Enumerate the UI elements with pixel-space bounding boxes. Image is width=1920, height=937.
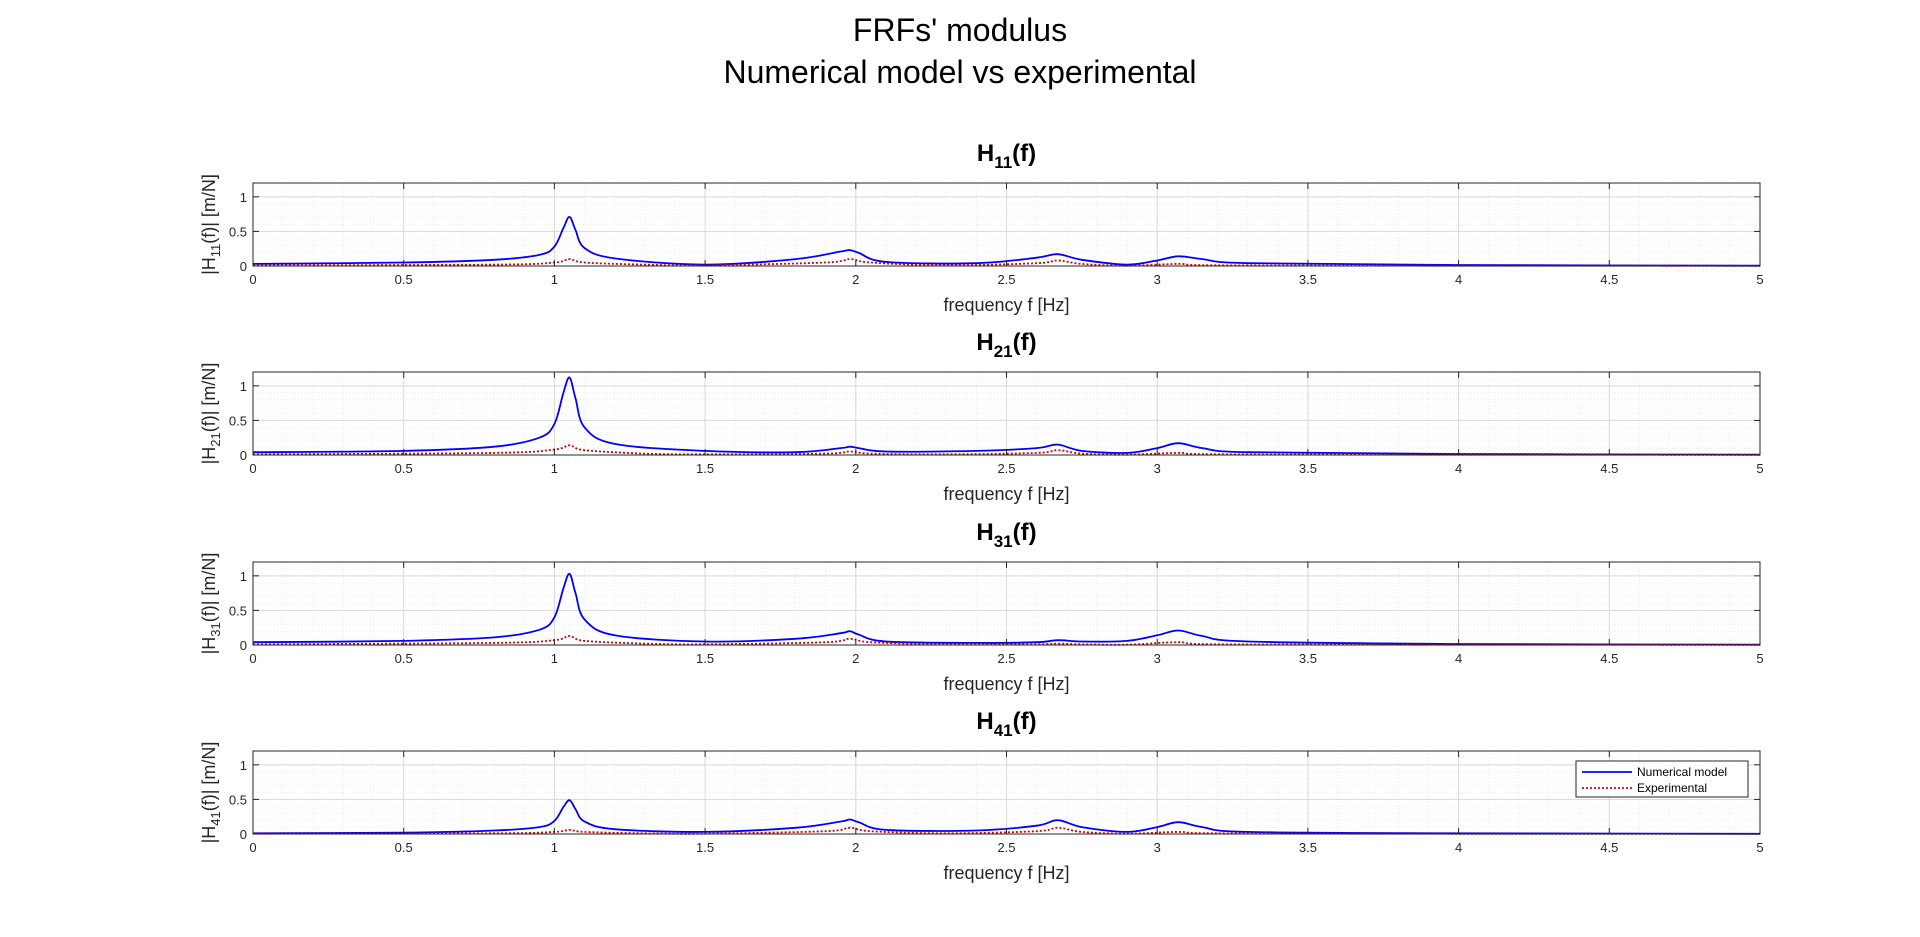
- x-axis-label: frequency f [Hz]: [943, 863, 1069, 883]
- y-tick-label: 0: [240, 448, 247, 463]
- y-tick-label: 0.5: [229, 792, 247, 807]
- x-tick-label: 0: [249, 272, 256, 287]
- subplot-2: 0 0.5 1 1.5 2 2.5 3 3.5 4 4.5 5 0 0.5 1 frequency f [H…: [199, 329, 1764, 504]
- x-tick-label: 4.5: [1600, 651, 1618, 666]
- x-tick-label: 1: [551, 651, 558, 666]
- legend-box: [1575, 760, 1749, 798]
- subplot-4: 0 0.5 1 1.5 2 2.5 3 3.5 4 4.5 5 0 0.5 1 frequency f [H…: [199, 708, 1764, 883]
- x-tick-label: 3: [1154, 840, 1161, 855]
- legend-label-numerical: Numerical model: [1637, 765, 1727, 779]
- x-tick-label: 0.5: [395, 461, 413, 476]
- x-tick-label: 0.5: [395, 272, 413, 287]
- y-tick-label: 0.5: [229, 603, 247, 618]
- x-tick-label: 0: [249, 840, 256, 855]
- series-experimental: [252, 258, 1761, 267]
- series-numerical-model: [252, 376, 1761, 456]
- x-tick-label: 3: [1154, 272, 1161, 287]
- x-tick-label: 1.5: [696, 461, 714, 476]
- x-tick-label: 2: [852, 840, 859, 855]
- figure-title: FRFs' modulus: [852, 12, 1068, 48]
- x-tick-label: 4.5: [1600, 461, 1618, 476]
- x-tick-label: 2.5: [997, 272, 1015, 287]
- x-tick-label: 3.5: [1299, 840, 1317, 855]
- y-tick-label: 0.5: [229, 224, 247, 239]
- y-tick-label: 0.5: [229, 413, 247, 428]
- x-tick-label: 1: [551, 840, 558, 855]
- x-tick-label: 2.5: [997, 840, 1015, 855]
- x-tick-label: 3: [1154, 461, 1161, 476]
- y-tick-label: 1: [240, 569, 247, 584]
- x-tick-label: 1: [551, 461, 558, 476]
- x-tick-label: 4.5: [1600, 272, 1618, 287]
- series-experimental: [252, 444, 1761, 456]
- x-tick-label: 2: [852, 651, 859, 666]
- x-tick-label: 4.5: [1600, 840, 1618, 855]
- x-axis-label: frequency f [Hz]: [943, 295, 1069, 315]
- series-numerical-model: [252, 216, 1761, 267]
- x-tick-label: 0: [249, 651, 256, 666]
- x-tick-label: 2.5: [997, 461, 1015, 476]
- y-tick-label: 0: [240, 827, 247, 842]
- x-axis-label: frequency f [Hz]: [943, 484, 1069, 504]
- y-axis-label: |H41(f)| [m/N]: [199, 742, 223, 844]
- x-axis-label: frequency f [Hz]: [943, 674, 1069, 694]
- y-axis-label: |H21(f)| [m/N]: [199, 363, 223, 465]
- subplot-1: 0 0.5 1 1.5 2 2.5 3 3.5 4 4.5 5 0 0.5 1 frequency f [H…: [199, 140, 1764, 315]
- subplot-3: 0 0.5 1 1.5 2 2.5 3 3.5 4 4.5 5 0 0.5 1 frequency f [H…: [199, 519, 1764, 694]
- x-tick-label: 2: [852, 272, 859, 287]
- x-tick-label: 3.5: [1299, 651, 1317, 666]
- series-experimental: [252, 826, 1761, 835]
- legend: Numerical model Experimental: [1575, 760, 1749, 798]
- subplot-title: H21(f): [976, 329, 1036, 361]
- series-numerical-model: [252, 799, 1761, 835]
- x-tick-label: 4: [1455, 651, 1462, 666]
- x-tick-label: 2: [852, 461, 859, 476]
- x-tick-label: 3.5: [1299, 461, 1317, 476]
- series-numerical-model: [252, 572, 1761, 646]
- x-tick-label: 4: [1455, 461, 1462, 476]
- series-experimental: [252, 635, 1761, 646]
- x-tick-label: 1: [551, 272, 558, 287]
- x-tick-label: 1.5: [696, 272, 714, 287]
- x-tick-label: 5: [1756, 840, 1763, 855]
- y-tick-label: 1: [240, 758, 247, 773]
- y-tick-label: 1: [240, 190, 247, 205]
- figure-subtitle: Numerical model vs experimental: [723, 54, 1197, 90]
- y-tick-label: 0: [240, 259, 247, 274]
- subplot-title: H31(f): [976, 519, 1036, 551]
- x-tick-label: 0.5: [395, 840, 413, 855]
- x-tick-label: 0.5: [395, 651, 413, 666]
- legend-label-experimental: Experimental: [1637, 781, 1707, 795]
- x-tick-label: 4: [1455, 840, 1462, 855]
- x-tick-label: 3: [1154, 651, 1161, 666]
- x-tick-label: 1.5: [696, 651, 714, 666]
- x-tick-label: 3.5: [1299, 272, 1317, 287]
- x-tick-label: 2.5: [997, 651, 1015, 666]
- subplot-title: H41(f): [976, 708, 1036, 740]
- y-tick-label: 1: [240, 379, 247, 394]
- x-tick-label: 0: [249, 461, 256, 476]
- x-tick-label: 5: [1756, 272, 1763, 287]
- x-tick-label: 5: [1756, 461, 1763, 476]
- y-tick-label: 0: [240, 638, 247, 653]
- y-axis-label: |H11(f)| [m/N]: [199, 174, 223, 275]
- x-tick-label: 4: [1455, 272, 1462, 287]
- x-tick-label: 5: [1756, 651, 1763, 666]
- x-tick-label: 1.5: [696, 840, 714, 855]
- subplot-title: H11(f): [977, 140, 1036, 172]
- y-axis-label: |H31(f)| [m/N]: [199, 553, 223, 655]
